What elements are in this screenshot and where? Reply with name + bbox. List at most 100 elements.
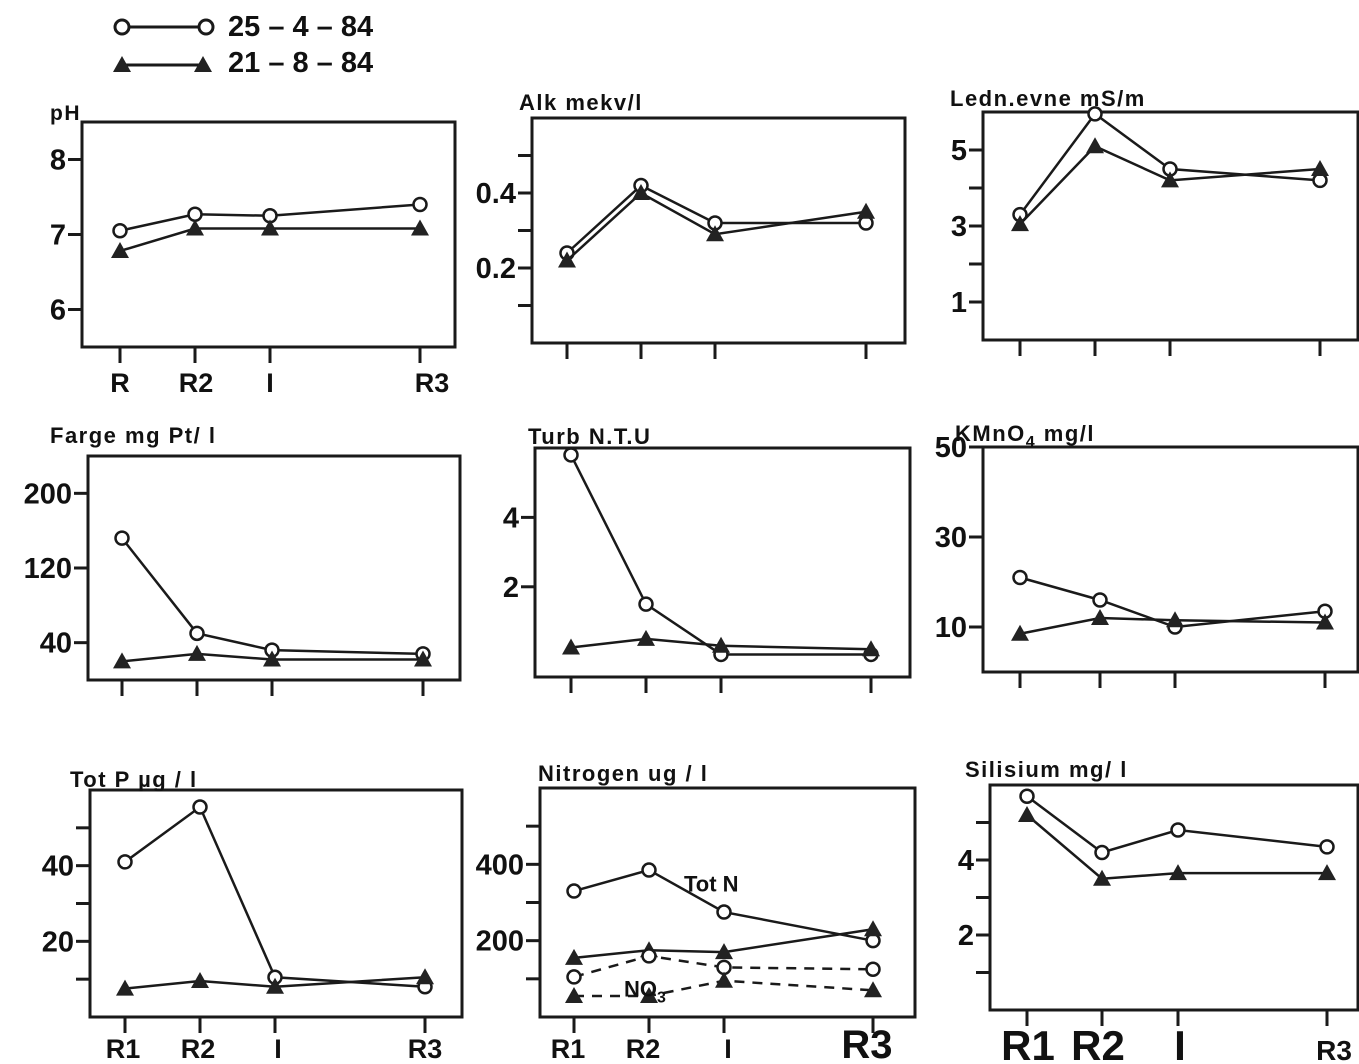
data-point-triangle (116, 979, 134, 996)
data-point-triangle (640, 987, 658, 1004)
data-point-triangle (1093, 869, 1111, 886)
data-point-triangle (113, 652, 131, 669)
plot-frame (981, 445, 1359, 674)
x-tick-label: R1 (551, 1034, 586, 1064)
data-point-triangle (565, 987, 583, 1004)
x-tick-label: R2 (181, 1034, 216, 1064)
data-point-triangle (632, 184, 650, 200)
series-line-2 (119, 227, 420, 253)
data-point-circle (1092, 592, 1108, 608)
annotation-subscript: 3 (657, 989, 666, 1006)
data-point-triangle (186, 219, 204, 236)
y-tick-label: 4 (503, 502, 519, 534)
data-point-circle (1319, 839, 1335, 855)
chart-title: Turb N.T.U (528, 424, 651, 449)
chart-title: Farge mg Pt/ l (50, 423, 216, 448)
y-tick-label: 8 (50, 145, 66, 177)
data-point-triangle (565, 948, 583, 965)
data-point-circle (1012, 569, 1028, 586)
data-point-circle (1094, 844, 1110, 861)
y-tick-label: 200 (476, 926, 524, 958)
legend-label-triangle: 21 – 8 – 84 (228, 47, 373, 79)
data-point-circle (865, 961, 881, 978)
data-point-circle (641, 948, 657, 964)
legend-item-circle: 25 – 4 – 84 (113, 11, 373, 43)
data-point-triangle (712, 636, 730, 653)
x-tick-label: I (1174, 1022, 1186, 1064)
panels: pH 6 7 8 R R2 I R3 Alk mekv/l 0.2 0.4 Ledn.evne mS/… (24, 86, 1359, 1064)
data-point-triangle (1018, 806, 1036, 822)
y-tick-label: 30 (935, 522, 967, 554)
y-tick-label: 1 (951, 287, 967, 319)
data-point-circle (117, 854, 133, 870)
legend-triangle-marker (113, 56, 131, 72)
data-point-triangle (416, 968, 434, 985)
chart-title-rest: mg/l (1036, 421, 1095, 446)
series-line-3 (573, 954, 874, 979)
chart-title-subscript: 4 (1026, 434, 1036, 451)
data-point-circle (716, 904, 732, 920)
x-tick-label: R3 (408, 1034, 443, 1064)
data-point-triangle (715, 971, 733, 988)
x-tick-label: R2 (626, 1034, 661, 1064)
y-tick-label: 3 (951, 211, 967, 243)
panel-2: Alk mekv/l 0.2 0.4 (476, 90, 907, 359)
chart-title: Ledn.evne mS/m (950, 86, 1146, 111)
data-point-triangle (1316, 613, 1334, 630)
data-point-triangle (1311, 160, 1329, 176)
data-point-triangle (111, 242, 129, 258)
series-line-2 (573, 927, 874, 960)
plot-frame (530, 116, 907, 345)
y-tick-label: 120 (24, 553, 72, 585)
data-point-triangle (558, 251, 576, 268)
x-tick-label: I (274, 1034, 282, 1064)
panel-9: Silisium mg/ l 2 4 R1 R2 I R3 (958, 757, 1359, 1064)
data-point-triangle (411, 219, 429, 236)
legend-circle-marker (197, 18, 215, 36)
x-tick-label: R1 (106, 1034, 141, 1064)
legend-label-circle: 25 – 4 – 84 (228, 11, 373, 43)
series-line-1 (124, 805, 426, 988)
data-point-triangle (188, 644, 206, 661)
data-point-triangle (1011, 624, 1029, 641)
panel-7: Tot P µg / l 20 40 R1 R2 I R3 (42, 767, 464, 1064)
data-point-circle (114, 530, 130, 546)
plot-frame (988, 783, 1359, 1012)
data-point-triangle (263, 650, 281, 667)
data-point-circle (641, 862, 657, 878)
annotation-label: Tot N (684, 871, 739, 896)
series-line-2 (124, 976, 426, 990)
data-point-triangle (1086, 137, 1104, 154)
series-line-1 (1026, 795, 1328, 854)
series-line-1 (1019, 576, 1326, 629)
y-tick-label: 200 (24, 478, 72, 510)
y-tick-label: 0.2 (476, 253, 516, 285)
data-point-triangle (191, 972, 209, 989)
series-line-2 (1026, 814, 1327, 881)
series-line-2 (1019, 144, 1321, 225)
panel-5: Turb N.T.U 2 4 (503, 424, 912, 693)
series-line-1 (569, 454, 871, 656)
y-tick-label: 40 (42, 851, 74, 883)
x-tick-label: I (724, 1034, 732, 1064)
y-tick-label: 7 (50, 220, 66, 252)
data-point-triangle (637, 629, 655, 646)
data-point-triangle (1318, 864, 1336, 881)
data-point-circle (192, 799, 208, 815)
data-point-triangle (1161, 171, 1179, 188)
y-tick-label: 50 (935, 432, 967, 464)
data-point-circle (638, 596, 654, 612)
data-point-triangle (1011, 215, 1029, 232)
y-tick-label: 2 (503, 572, 519, 604)
panel-1: pH 6 7 8 R R2 I R3 (50, 102, 457, 398)
data-point-circle (1170, 822, 1186, 838)
data-point-triangle (1169, 864, 1187, 881)
chart-title: pH (50, 102, 81, 125)
y-tick-label: 4 (958, 845, 974, 877)
y-tick-label: 400 (476, 849, 524, 881)
data-point-circle (189, 625, 205, 642)
data-point-circle (563, 447, 579, 463)
y-tick-label: 10 (935, 612, 967, 644)
